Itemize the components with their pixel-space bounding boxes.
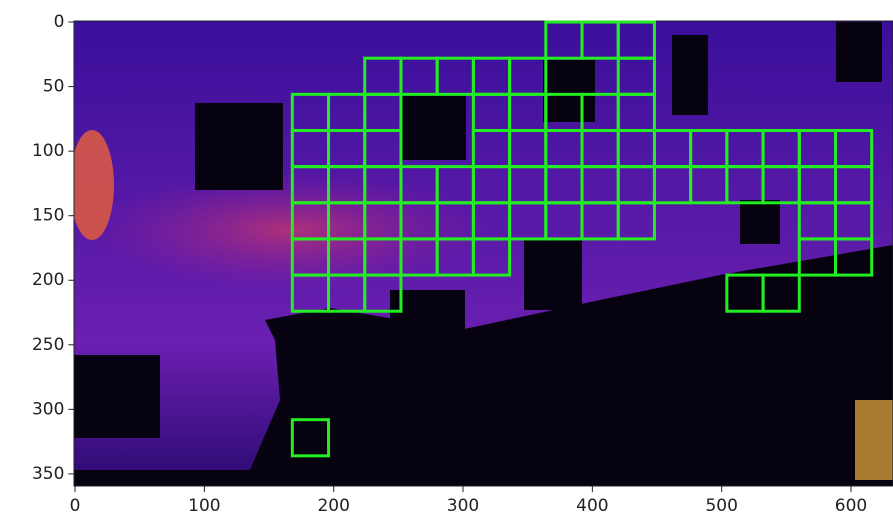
dark-block <box>524 240 582 310</box>
y-tick-label: 0 <box>54 12 65 32</box>
x-tick-label: 500 <box>705 496 737 516</box>
x-tick-label: 200 <box>317 496 349 516</box>
y-tick-label: 350 <box>32 464 64 484</box>
thermal-image <box>70 21 893 486</box>
y-tick-label: 100 <box>32 141 64 161</box>
chart: 0 100 200 300 400 500 600 0 50 100 150 200 250 300 350 <box>0 0 893 527</box>
dark-block <box>543 60 595 122</box>
y-tick-label: 150 <box>32 206 64 226</box>
y-tick-label: 250 <box>32 335 64 355</box>
x-tick-label: 100 <box>188 496 220 516</box>
dark-block <box>836 22 882 82</box>
y-tick-label: 300 <box>32 399 64 419</box>
dark-block <box>400 95 466 160</box>
dark-block <box>195 103 283 190</box>
dark-block <box>672 35 708 115</box>
dark-block <box>74 355 160 438</box>
warm-region <box>90 170 490 290</box>
hot-spot <box>70 130 114 240</box>
x-tick-label: 400 <box>576 496 608 516</box>
hot-spot <box>855 400 893 480</box>
y-tick-label: 200 <box>32 270 64 290</box>
x-tick-label: 300 <box>447 496 479 516</box>
x-tick-label: 600 <box>835 496 867 516</box>
y-tick-label: 50 <box>43 77 65 97</box>
x-tick-label: 0 <box>70 496 81 516</box>
dark-block <box>740 200 780 244</box>
